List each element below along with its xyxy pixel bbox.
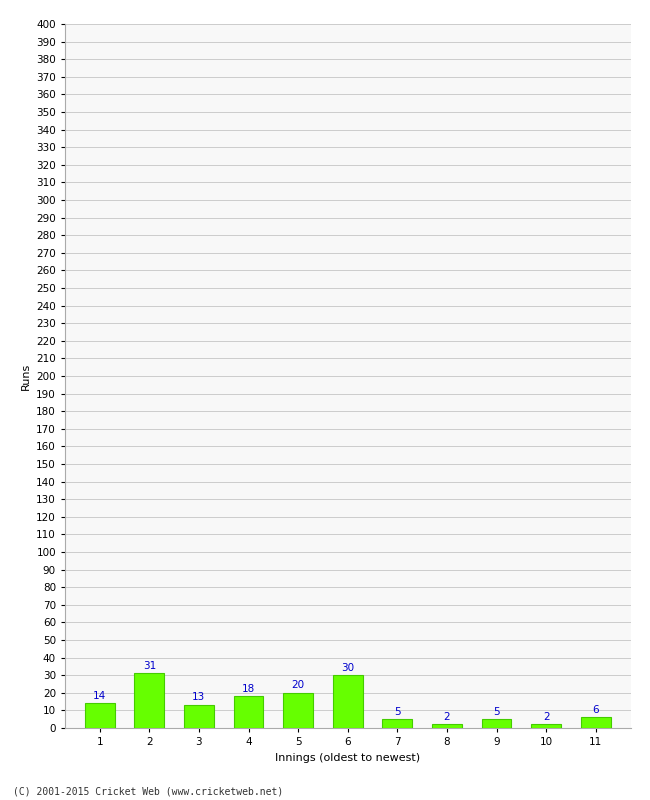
X-axis label: Innings (oldest to newest): Innings (oldest to newest) bbox=[275, 753, 421, 762]
Bar bbox=[184, 705, 214, 728]
Text: 14: 14 bbox=[93, 690, 107, 701]
Bar bbox=[135, 674, 164, 728]
Bar bbox=[432, 725, 462, 728]
Bar bbox=[333, 675, 363, 728]
Text: 2: 2 bbox=[444, 712, 450, 722]
Bar bbox=[85, 703, 114, 728]
Bar bbox=[531, 725, 561, 728]
Text: 2: 2 bbox=[543, 712, 549, 722]
Text: 30: 30 bbox=[341, 662, 354, 673]
Bar bbox=[581, 718, 610, 728]
Text: 20: 20 bbox=[292, 680, 305, 690]
Text: 5: 5 bbox=[493, 706, 500, 717]
Bar bbox=[382, 719, 412, 728]
Text: 18: 18 bbox=[242, 684, 255, 694]
Text: 13: 13 bbox=[192, 693, 205, 702]
Bar bbox=[233, 696, 263, 728]
Text: 5: 5 bbox=[394, 706, 400, 717]
Bar bbox=[283, 693, 313, 728]
Text: 6: 6 bbox=[592, 705, 599, 715]
Bar bbox=[482, 719, 512, 728]
Y-axis label: Runs: Runs bbox=[21, 362, 31, 390]
Text: (C) 2001-2015 Cricket Web (www.cricketweb.net): (C) 2001-2015 Cricket Web (www.cricketwe… bbox=[13, 786, 283, 796]
Text: 31: 31 bbox=[143, 661, 156, 670]
